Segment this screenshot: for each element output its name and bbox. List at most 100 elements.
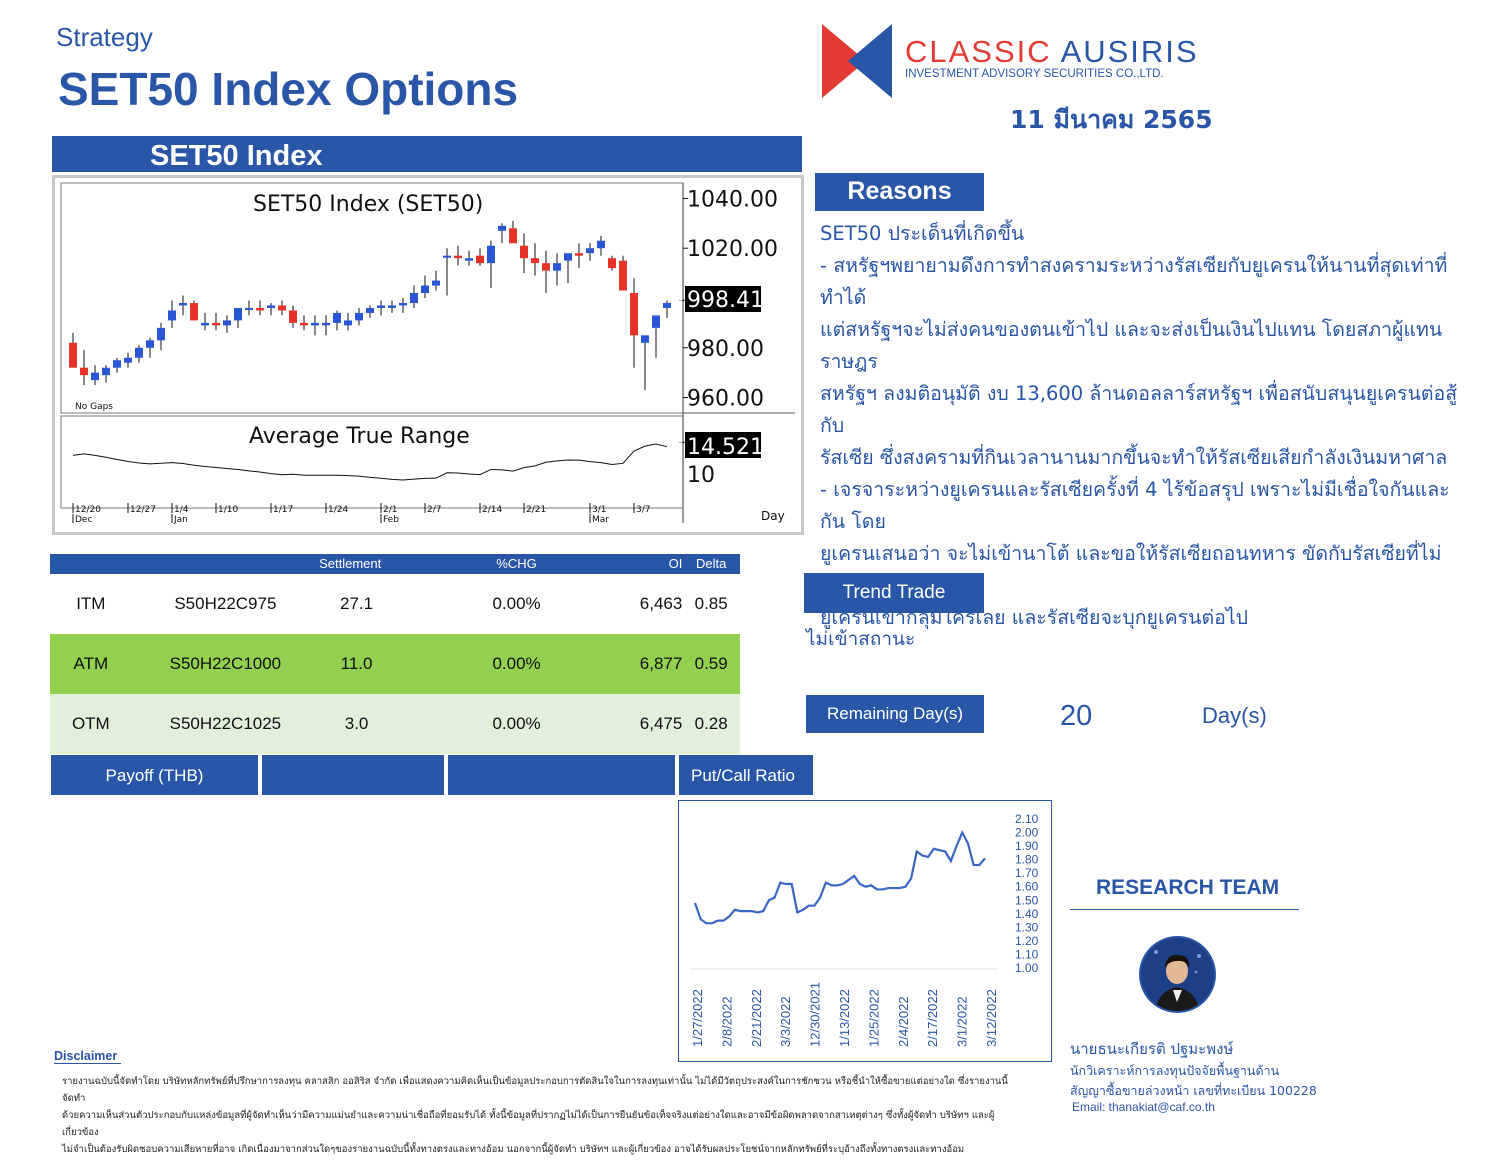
cell-delta: 0.28 <box>694 714 728 733</box>
price-chart-title: SET50 Index (SET50) <box>253 192 483 217</box>
pcr-x-tick-label: 3/12/2022 <box>984 989 999 1047</box>
cell-series: S50H22C1025 <box>169 714 282 733</box>
pcr-y-tick-label: 1.00 <box>1015 961 1039 975</box>
disclaimer-line: รายงานฉบับนี้จัดทำโดย บริษัทหลักทรัพย์ที… <box>62 1076 1008 1104</box>
disclaimer-body: รายงานฉบับนี้จัดทำโดย บริษัทหลักทรัพย์ที… <box>62 1073 1012 1158</box>
candle-body <box>212 322 220 326</box>
page-title: SET50 Index Options <box>58 63 519 115</box>
trend-trade-header: Trend Trade <box>804 573 984 613</box>
candle-body <box>586 248 594 254</box>
cell-oi: 6,463 <box>639 594 683 613</box>
price-tick-label: 960.00 <box>687 387 764 412</box>
pcr-x-tick-label: 1/13/2022 <box>837 989 852 1047</box>
candle-body <box>509 228 517 244</box>
month-label: Jan <box>173 515 188 525</box>
pcr-y-tick-label: 1.60 <box>1015 880 1039 894</box>
company-name: CLASSIC AUSIRIS <box>905 34 1199 70</box>
candle-body <box>245 307 253 310</box>
pcr-x-tick-label: 1/25/2022 <box>866 989 881 1047</box>
pcr-y-tick-label: 2.00 <box>1015 826 1039 840</box>
company-logo <box>822 24 892 98</box>
atr-line <box>72 443 668 481</box>
research-divider <box>1070 909 1299 910</box>
candle-body <box>278 305 286 311</box>
date-tick-label: 2/14 <box>482 505 502 515</box>
candle-body <box>289 310 297 323</box>
pcr-y-tick-label: 1.80 <box>1015 853 1039 867</box>
options-table: Settlement %CHG OI Delta ITM S50H22C975 … <box>50 554 740 754</box>
candle-body <box>234 307 242 321</box>
logo-blue-triangle <box>848 24 892 98</box>
remaining-days-header: Remaining Day(s) <box>806 695 984 733</box>
pcr-y-ticks: 2.102.001.901.801.701.601.501.401.301.20… <box>1015 812 1039 975</box>
pcr-y-tick-label: 1.90 <box>1015 839 1039 853</box>
cell-settlement: 3.0 <box>344 714 369 733</box>
candle-body <box>91 372 99 381</box>
candle-body <box>267 305 275 308</box>
table-row-otm: OTM S50H22C1025 3.0 0.00% 6,475 0.28 <box>50 694 740 754</box>
pcr-y-tick-label: 1.20 <box>1015 934 1039 948</box>
cell-type: OTM <box>71 714 110 733</box>
company-subtitle: INVESTMENT ADVISORY SECURITIES CO.,LTD. <box>905 68 1164 80</box>
candle-body <box>333 312 341 323</box>
candle-body <box>157 327 165 341</box>
last-price-label: 998.41 <box>687 288 764 313</box>
analyst-license: สัญญาซื้อขายล่วงหน้า เลขที่ทะเบียน 10022… <box>1070 1083 1317 1098</box>
date-tick-label: 1/10 <box>218 505 238 515</box>
month-label: Feb <box>383 515 399 525</box>
last-atr-label: 14.521 <box>687 435 764 460</box>
blank-header-bar <box>448 755 675 795</box>
candle-body <box>80 367 88 376</box>
candle-body <box>102 367 110 376</box>
put-call-ratio-chart-frame: 2.10 2.00 1.90 1.80 1.70 1.60 1.50 1.40 1.30 1.20… <box>678 800 1052 1062</box>
candle-body <box>487 245 495 264</box>
cell-delta: 0.59 <box>694 654 728 673</box>
candle-body <box>630 293 638 336</box>
remaining-days-unit: Day(s) <box>1202 703 1267 728</box>
candle-body <box>135 347 143 358</box>
reasons-body: SET50 ประเด็นที่เกิดขึ้น - สหรัฐฯพยายามด… <box>820 218 1470 634</box>
cell-chg: 0.00% <box>492 594 541 613</box>
reasons-header: Reasons <box>815 173 984 211</box>
chart-panel-title: SET50 Index <box>52 136 802 172</box>
candle-body <box>476 255 484 264</box>
candle-body <box>256 307 264 311</box>
pcr-y-tick-label: 1.30 <box>1015 920 1039 934</box>
candle-body <box>619 260 627 291</box>
candle-body <box>146 340 154 348</box>
payoff-header: Payoff (THB) <box>51 755 258 795</box>
no-gaps-label: No Gaps <box>75 402 113 412</box>
table-row-atm: ATM S50H22C1000 11.0 0.00% 6,877 0.59 <box>50 634 740 694</box>
date-tick-label: 2/21 <box>526 505 546 515</box>
cell-delta: 0.85 <box>694 594 728 613</box>
candle-body <box>377 305 385 308</box>
candle-body <box>454 255 462 259</box>
pcr-y-tick-label: 1.10 <box>1015 947 1039 961</box>
disclaimer-line: ด้วยความเห็นส่วนตัวประกอบกับแหล่งข้อมูลท… <box>62 1110 995 1138</box>
pcr-x-tick-label: 2/21/2022 <box>749 989 764 1047</box>
candle-body <box>322 322 330 326</box>
pcr-y-tick-label: 1.40 <box>1015 907 1039 921</box>
remaining-days-value: 20 <box>1060 700 1093 732</box>
candle-body <box>300 322 308 326</box>
pcr-x-tick-label: 2/4/2022 <box>896 996 911 1047</box>
table-row-itm: ITM S50H22C975 27.1 0.00% 6,463 0.85 <box>50 574 740 634</box>
col-header-delta: Delta <box>695 556 727 571</box>
pcr-line-group <box>693 829 986 925</box>
cell-type: ATM <box>73 654 109 673</box>
research-team-title: RESEARCH TEAM <box>1096 876 1280 899</box>
col-header <box>50 554 132 574</box>
candle-body <box>575 253 583 256</box>
analyst-name: นายธนะเกียรติ ปฐมะพงษ์ <box>1070 1040 1234 1058</box>
candle-body <box>344 320 352 326</box>
pcr-x-ticks: 1/27/2022 2/8/2022 2/21/2022 3/3/2022 12/30/… <box>690 982 999 1047</box>
put-call-ratio-chart: 2.102.001.901.801.701.601.501.401.301.20… <box>690 812 1039 1047</box>
date-axis-ticks: 12/20 12/27 1/4 1/10 1/17 1/24 2/1 2/7 2/14 2/21 3… <box>61 503 683 525</box>
disclaimer-line: ไม่จำเป็นต้องรับผิดชอบความเสียหายที่อาจ … <box>62 1144 965 1155</box>
last-price-box <box>685 286 761 312</box>
candle-body <box>388 305 396 308</box>
candles-group <box>69 220 671 391</box>
date-tick-label: 3/1 <box>592 505 606 515</box>
col-header-chg: %CHG <box>496 556 537 571</box>
cell-series: S50H22C1000 <box>169 654 282 673</box>
